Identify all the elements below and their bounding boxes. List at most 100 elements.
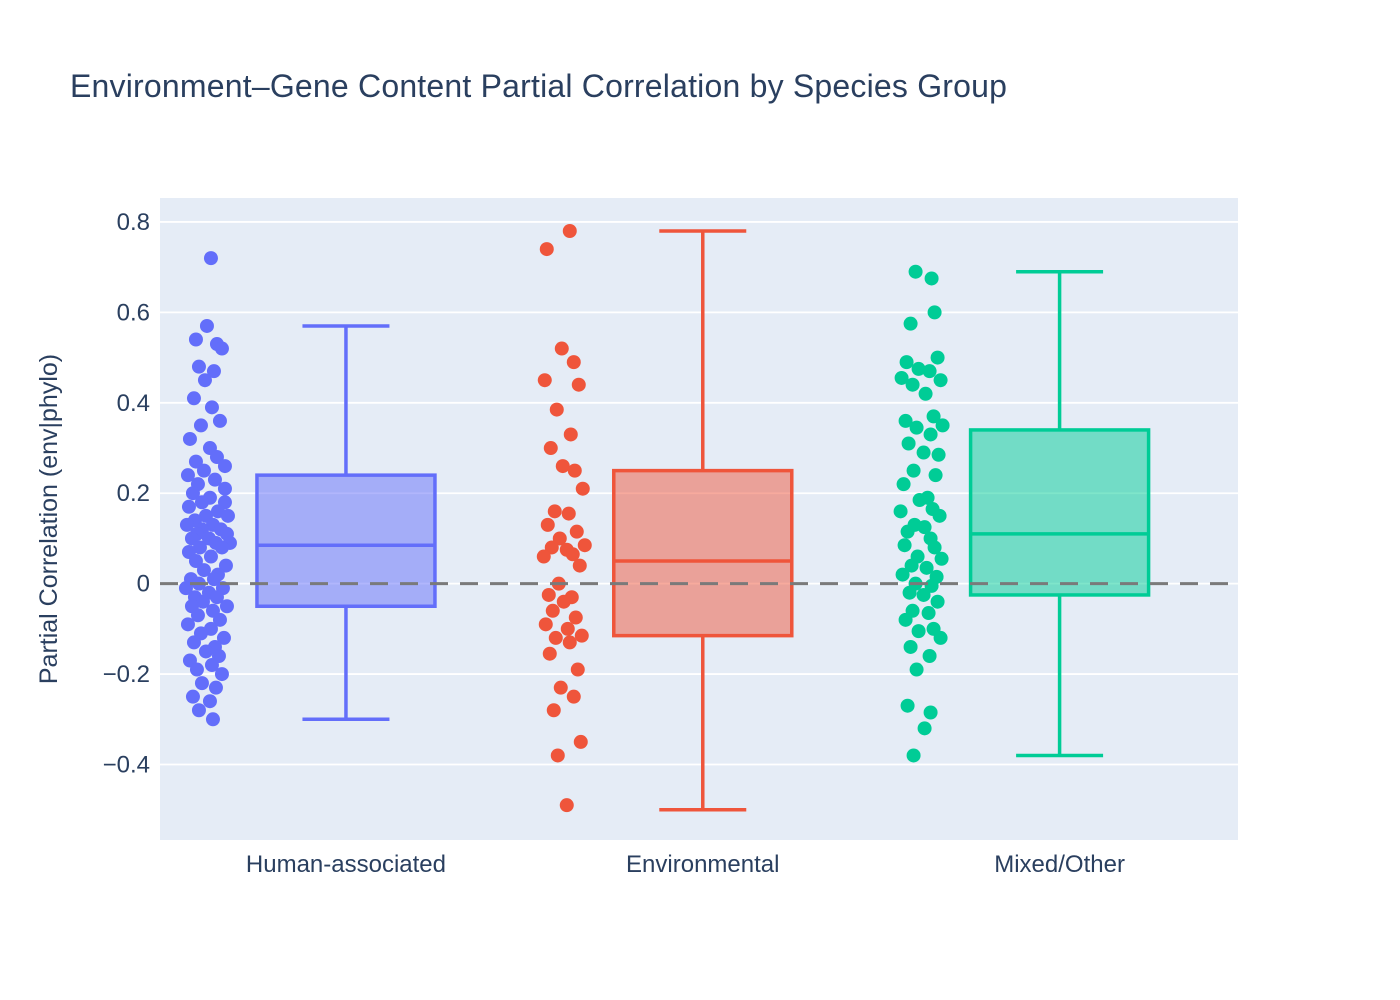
data-point-mixed-other[interactable] xyxy=(931,447,946,462)
data-point-environmental[interactable] xyxy=(541,587,556,602)
data-point-environmental[interactable] xyxy=(542,646,557,661)
data-point-mixed-other[interactable] xyxy=(935,418,950,433)
data-point-environmental[interactable] xyxy=(568,610,583,625)
data-point-environmental[interactable] xyxy=(536,549,551,564)
data-point-environmental[interactable] xyxy=(566,689,581,704)
data-point-human-associated[interactable] xyxy=(209,450,224,465)
data-point-mixed-other[interactable] xyxy=(917,520,932,535)
data-point-human-associated[interactable] xyxy=(216,630,231,645)
data-point-environmental[interactable] xyxy=(559,798,574,813)
data-point-mixed-other[interactable] xyxy=(901,436,916,451)
data-point-human-associated[interactable] xyxy=(186,635,201,650)
data-point-mixed-other[interactable] xyxy=(903,316,918,331)
data-point-environmental[interactable] xyxy=(554,341,569,356)
data-point-environmental[interactable] xyxy=(562,224,577,239)
data-point-mixed-other[interactable] xyxy=(897,538,912,553)
data-point-environmental[interactable] xyxy=(571,377,586,392)
data-point-mixed-other[interactable] xyxy=(923,705,938,720)
data-point-mixed-other[interactable] xyxy=(906,463,921,478)
data-point-environmental[interactable] xyxy=(543,441,558,456)
data-point-mixed-other[interactable] xyxy=(908,264,923,279)
data-point-environmental[interactable] xyxy=(555,459,570,474)
data-point-environmental[interactable] xyxy=(537,373,552,388)
data-point-mixed-other[interactable] xyxy=(930,594,945,609)
data-point-human-associated[interactable] xyxy=(198,644,213,659)
data-point-mixed-other[interactable] xyxy=(899,355,914,370)
data-point-human-associated[interactable] xyxy=(208,680,223,695)
data-point-environmental[interactable] xyxy=(560,621,575,636)
data-point-human-associated[interactable] xyxy=(185,689,200,704)
data-point-human-associated[interactable] xyxy=(190,608,205,623)
data-point-human-associated[interactable] xyxy=(203,549,218,564)
data-point-human-associated[interactable] xyxy=(184,531,199,546)
data-point-mixed-other[interactable] xyxy=(902,585,917,600)
data-point-mixed-other[interactable] xyxy=(916,587,931,602)
data-point-human-associated[interactable] xyxy=(188,454,203,469)
data-point-environmental[interactable] xyxy=(552,531,567,546)
data-point-mixed-other[interactable] xyxy=(927,540,942,555)
data-point-human-associated[interactable] xyxy=(179,517,194,532)
data-point-human-associated[interactable] xyxy=(217,459,232,474)
data-point-environmental[interactable] xyxy=(545,603,560,618)
data-point-human-associated[interactable] xyxy=(186,391,201,406)
data-point-human-associated[interactable] xyxy=(180,617,195,632)
data-point-human-associated[interactable] xyxy=(219,599,234,614)
data-point-mixed-other[interactable] xyxy=(934,551,949,566)
data-point-environmental[interactable] xyxy=(577,538,592,553)
data-point-human-associated[interactable] xyxy=(182,431,197,446)
data-point-mixed-other[interactable] xyxy=(912,493,927,508)
data-point-environmental[interactable] xyxy=(548,630,563,645)
data-point-mixed-other[interactable] xyxy=(898,612,913,627)
data-point-mixed-other[interactable] xyxy=(933,373,948,388)
box-human-associated[interactable] xyxy=(255,473,437,609)
data-point-human-associated[interactable] xyxy=(194,676,209,691)
data-point-human-associated[interactable] xyxy=(202,694,217,709)
data-point-human-associated[interactable] xyxy=(204,658,219,673)
data-point-human-associated[interactable] xyxy=(218,558,233,573)
data-point-human-associated[interactable] xyxy=(180,468,195,483)
data-point-human-associated[interactable] xyxy=(206,572,221,587)
data-point-human-associated[interactable] xyxy=(199,318,214,333)
data-point-human-associated[interactable] xyxy=(192,540,207,555)
data-point-environmental[interactable] xyxy=(572,558,587,573)
data-point-environmental[interactable] xyxy=(540,517,555,532)
data-point-mixed-other[interactable] xyxy=(909,662,924,677)
data-point-human-associated[interactable] xyxy=(214,667,229,682)
data-point-human-associated[interactable] xyxy=(185,486,200,501)
data-point-environmental[interactable] xyxy=(573,734,588,749)
data-point-mixed-other[interactable] xyxy=(924,271,939,286)
data-point-human-associated[interactable] xyxy=(217,481,232,496)
data-point-mixed-other[interactable] xyxy=(917,721,932,736)
data-point-mixed-other[interactable] xyxy=(918,386,933,401)
data-point-mixed-other[interactable] xyxy=(916,445,931,460)
data-point-mixed-other[interactable] xyxy=(923,427,938,442)
data-point-mixed-other[interactable] xyxy=(904,558,919,573)
data-point-human-associated[interactable] xyxy=(197,373,212,388)
data-point-mixed-other[interactable] xyxy=(909,420,924,435)
data-point-mixed-other[interactable] xyxy=(921,606,936,621)
data-point-mixed-other[interactable] xyxy=(900,698,915,713)
data-point-human-associated[interactable] xyxy=(191,359,206,374)
data-point-mixed-other[interactable] xyxy=(911,624,926,639)
data-point-human-associated[interactable] xyxy=(193,418,208,433)
data-point-environmental[interactable] xyxy=(538,617,553,632)
data-point-mixed-other[interactable] xyxy=(896,477,911,492)
data-point-human-associated[interactable] xyxy=(196,563,211,578)
data-point-human-associated[interactable] xyxy=(212,612,227,627)
data-point-environmental[interactable] xyxy=(569,524,584,539)
data-point-human-associated[interactable] xyxy=(214,540,229,555)
data-point-mixed-other[interactable] xyxy=(930,350,945,365)
box-environmental[interactable] xyxy=(612,468,794,638)
data-point-human-associated[interactable] xyxy=(191,703,206,718)
data-point-mixed-other[interactable] xyxy=(894,370,909,385)
data-point-human-associated[interactable] xyxy=(212,413,227,428)
data-point-environmental[interactable] xyxy=(550,748,565,763)
data-point-environmental[interactable] xyxy=(562,635,577,650)
data-point-human-associated[interactable] xyxy=(207,472,222,487)
data-point-mixed-other[interactable] xyxy=(898,413,913,428)
data-point-environmental[interactable] xyxy=(547,504,562,519)
data-point-environmental[interactable] xyxy=(567,463,582,478)
data-point-mixed-other[interactable] xyxy=(903,639,918,654)
data-point-environmental[interactable] xyxy=(556,594,571,609)
data-point-environmental[interactable] xyxy=(570,662,585,677)
